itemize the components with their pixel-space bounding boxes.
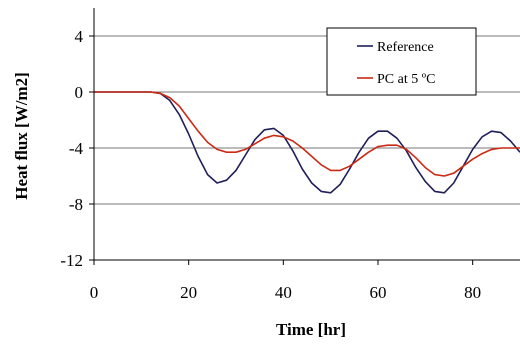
x-tick-label: 80 bbox=[464, 283, 481, 302]
series-line-reference bbox=[94, 91, 520, 194]
x-tick-label: 60 bbox=[370, 283, 387, 302]
y-tick-label: 4 bbox=[75, 27, 84, 46]
legend-label-pc: PC at 5 ºC bbox=[377, 72, 435, 87]
y-tick-label: -12 bbox=[60, 251, 83, 270]
y-tick-labels: 4 0 -4 -8 -12 bbox=[60, 27, 83, 270]
y-tick-label: -8 bbox=[69, 195, 83, 214]
legend-box bbox=[326, 27, 477, 96]
series-layer bbox=[94, 91, 520, 194]
y-tick-label: -4 bbox=[69, 139, 84, 158]
axes bbox=[89, 8, 520, 265]
legend-label-reference: Reference bbox=[377, 40, 434, 55]
x-tick-label: 40 bbox=[275, 283, 292, 302]
x-tick-labels: 0 20 40 60 80 bbox=[90, 283, 481, 302]
x-tick-label: 20 bbox=[180, 283, 197, 302]
legend: Reference PC at 5 ºC bbox=[326, 27, 477, 96]
x-tick-label: 0 bbox=[90, 283, 99, 302]
series-line-pc bbox=[94, 91, 520, 177]
y-tick-label: 0 bbox=[75, 83, 84, 102]
x-axis-title: Time [hr] bbox=[276, 320, 346, 339]
y-axis-title: Heat flux [W/m2] bbox=[12, 72, 31, 199]
